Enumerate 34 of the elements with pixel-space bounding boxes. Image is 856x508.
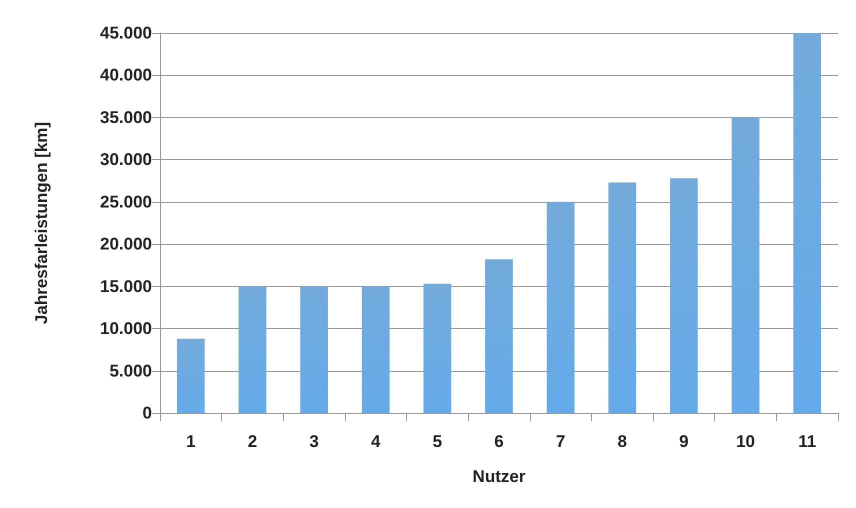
x-tick-label: 10 (736, 432, 756, 451)
bar (300, 286, 328, 413)
bar (546, 202, 575, 413)
y-tick-label: 35.000 (100, 108, 152, 127)
x-tick-label: 5 (432, 432, 442, 451)
bar (176, 338, 205, 413)
x-tick-label: 3 (309, 432, 319, 451)
bar (732, 117, 760, 413)
y-tick-label: 30.000 (100, 150, 152, 170)
y-tick-label: 45.000 (100, 24, 152, 42)
x-axis-title: Nutzer (472, 467, 526, 486)
bar (485, 259, 513, 413)
x-tick-label: 1 (186, 432, 196, 451)
bar (238, 286, 266, 413)
x-tick-label: 6 (494, 432, 504, 451)
x-tick-label: 8 (618, 432, 628, 451)
x-tick-label: 7 (556, 432, 566, 451)
y-tick-label: 0 (142, 404, 152, 422)
y-tick-label: 15.000 (100, 276, 152, 296)
bar (793, 33, 822, 413)
x-tick-label: 9 (679, 432, 689, 451)
y-tick-label: 20.000 (100, 234, 152, 254)
y-tick-label: 5.000 (109, 361, 152, 380)
bar (362, 286, 390, 413)
x-tick-label: 4 (370, 432, 381, 451)
y-tick-label: 40.000 (100, 66, 152, 85)
y-axis-title: Jahresfarleistungen [km] (32, 122, 51, 324)
bar (423, 284, 452, 413)
x-tick-label: 2 (248, 432, 258, 451)
bar (670, 178, 698, 413)
x-tick-label: 11 (798, 432, 816, 451)
y-tick-label: 25.000 (100, 192, 152, 212)
y-tick-label: 10.000 (100, 319, 152, 338)
bar (608, 182, 636, 413)
